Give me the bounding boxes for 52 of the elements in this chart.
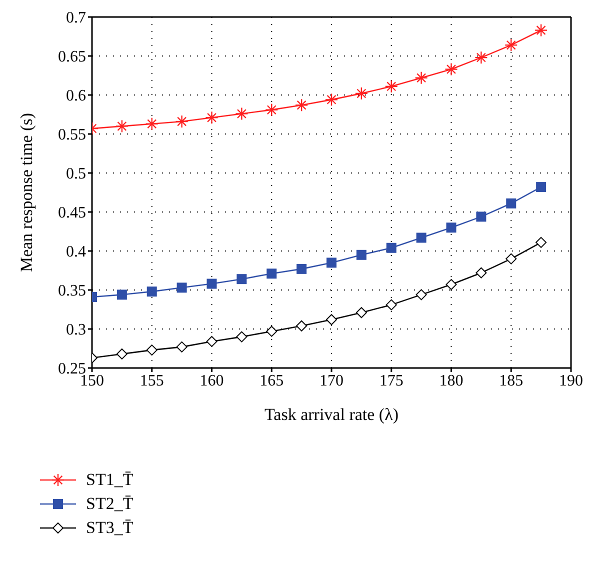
point (416, 232, 426, 243)
y-tick-label: 0.5 (66, 166, 86, 183)
point (206, 336, 218, 347)
point (236, 274, 247, 284)
point (236, 331, 248, 342)
y-tick-label: 0.3 (66, 322, 86, 339)
x-tick-label: 185 (499, 372, 524, 390)
point (506, 198, 516, 208)
point (266, 326, 278, 337)
x-tick-label: 175 (379, 372, 404, 390)
y-tick-label: 0.65 (58, 48, 86, 66)
x-tick-label: 160 (200, 372, 224, 390)
point (296, 264, 307, 274)
point (146, 286, 157, 297)
point (446, 222, 456, 233)
point (386, 299, 397, 310)
point (356, 250, 366, 260)
point (116, 348, 128, 360)
point (326, 258, 336, 268)
legend-label: ST2_T̄ (86, 494, 134, 514)
x-tick-label: 190 (559, 372, 583, 390)
point (446, 279, 457, 290)
point (536, 236, 547, 248)
point (536, 182, 546, 192)
point (326, 314, 337, 326)
point (266, 268, 277, 279)
point (296, 320, 308, 332)
y-tick-label: 0.55 (58, 126, 86, 144)
x-tick-label: 165 (260, 372, 284, 390)
y-tick-label: 0.7 (66, 10, 86, 27)
x-tick-label: 180 (439, 372, 464, 390)
point (506, 253, 517, 264)
legend-label: ST1_T̄ (86, 470, 134, 490)
y-tick-label: 0.4 (66, 244, 86, 261)
x-tick-label: 155 (140, 372, 164, 390)
y-tick-label: 0.6 (66, 88, 86, 105)
x-axis-title: Task arrival rate (λ) (264, 405, 399, 424)
point (416, 289, 427, 300)
point (146, 344, 158, 356)
point (356, 307, 367, 318)
y-tick-label: 0.35 (58, 282, 86, 300)
y-tick-label: 0.45 (58, 204, 86, 222)
point (206, 278, 217, 289)
point (116, 290, 127, 300)
point (476, 212, 486, 222)
y-axis-title: Mean response time (s) (17, 112, 36, 272)
legend-label: ST3_T̄ (86, 518, 134, 538)
x-tick-label: 170 (320, 372, 344, 390)
point (476, 267, 487, 278)
point (386, 242, 396, 253)
point (176, 341, 188, 352)
point (176, 282, 187, 293)
